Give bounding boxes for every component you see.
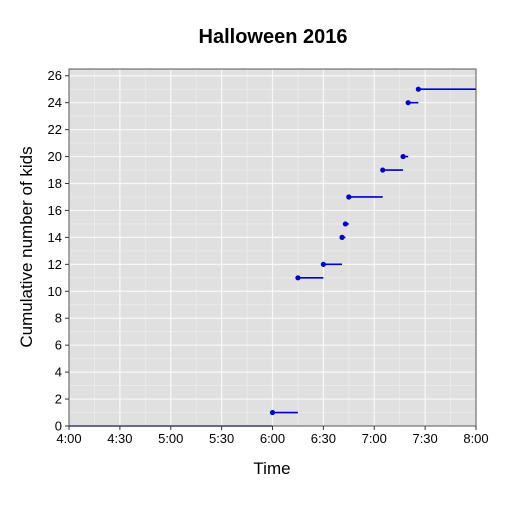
y-tick-label: 26 bbox=[48, 68, 62, 83]
step-point bbox=[339, 234, 345, 240]
y-tick-label: 22 bbox=[48, 122, 62, 137]
y-tick-label: 2 bbox=[55, 392, 62, 407]
y-tick-label: 12 bbox=[48, 257, 62, 272]
y-tick-label: 14 bbox=[48, 230, 62, 245]
y-tick-label: 10 bbox=[48, 284, 62, 299]
y-axis-label: Cumulative number of kids bbox=[17, 146, 36, 347]
x-axis-label: Time bbox=[253, 459, 290, 478]
chart-title: Halloween 2016 bbox=[199, 26, 348, 48]
x-tick-label: 8:00 bbox=[463, 431, 488, 446]
step-point bbox=[405, 100, 411, 106]
x-tick-label: 5:00 bbox=[158, 431, 183, 446]
step-point bbox=[269, 409, 276, 416]
x-tick-label: 4:30 bbox=[107, 431, 132, 446]
y-tick-label: 24 bbox=[48, 95, 62, 110]
y-tick-label: 6 bbox=[55, 338, 62, 353]
step-point bbox=[320, 261, 326, 267]
x-tick-label: 7:00 bbox=[362, 431, 387, 446]
y-tick-label: 18 bbox=[48, 176, 62, 191]
y-tick-label: 20 bbox=[48, 149, 62, 164]
x-tick-label: 7:30 bbox=[412, 431, 437, 446]
step-point bbox=[380, 167, 386, 173]
x-tick-label: 5:30 bbox=[209, 431, 234, 446]
y-tick-label: 0 bbox=[55, 419, 62, 434]
step-point bbox=[342, 221, 349, 227]
y-tick-label: 8 bbox=[55, 311, 62, 326]
step-point bbox=[400, 153, 406, 160]
step-point bbox=[295, 275, 301, 281]
step-point bbox=[346, 194, 352, 200]
x-tick-label: 4:00 bbox=[56, 431, 81, 446]
x-axis-ticks: 4:00 4:30 5:00 5:30 6:00 6:30 7:00 7:30 8:00 bbox=[56, 426, 489, 446]
x-tick-label: 6:30 bbox=[311, 431, 336, 446]
step-point bbox=[415, 86, 421, 92]
x-tick-label: 6:00 bbox=[260, 431, 285, 446]
y-tick-label: 4 bbox=[55, 365, 62, 380]
y-tick-label: 16 bbox=[48, 203, 62, 218]
